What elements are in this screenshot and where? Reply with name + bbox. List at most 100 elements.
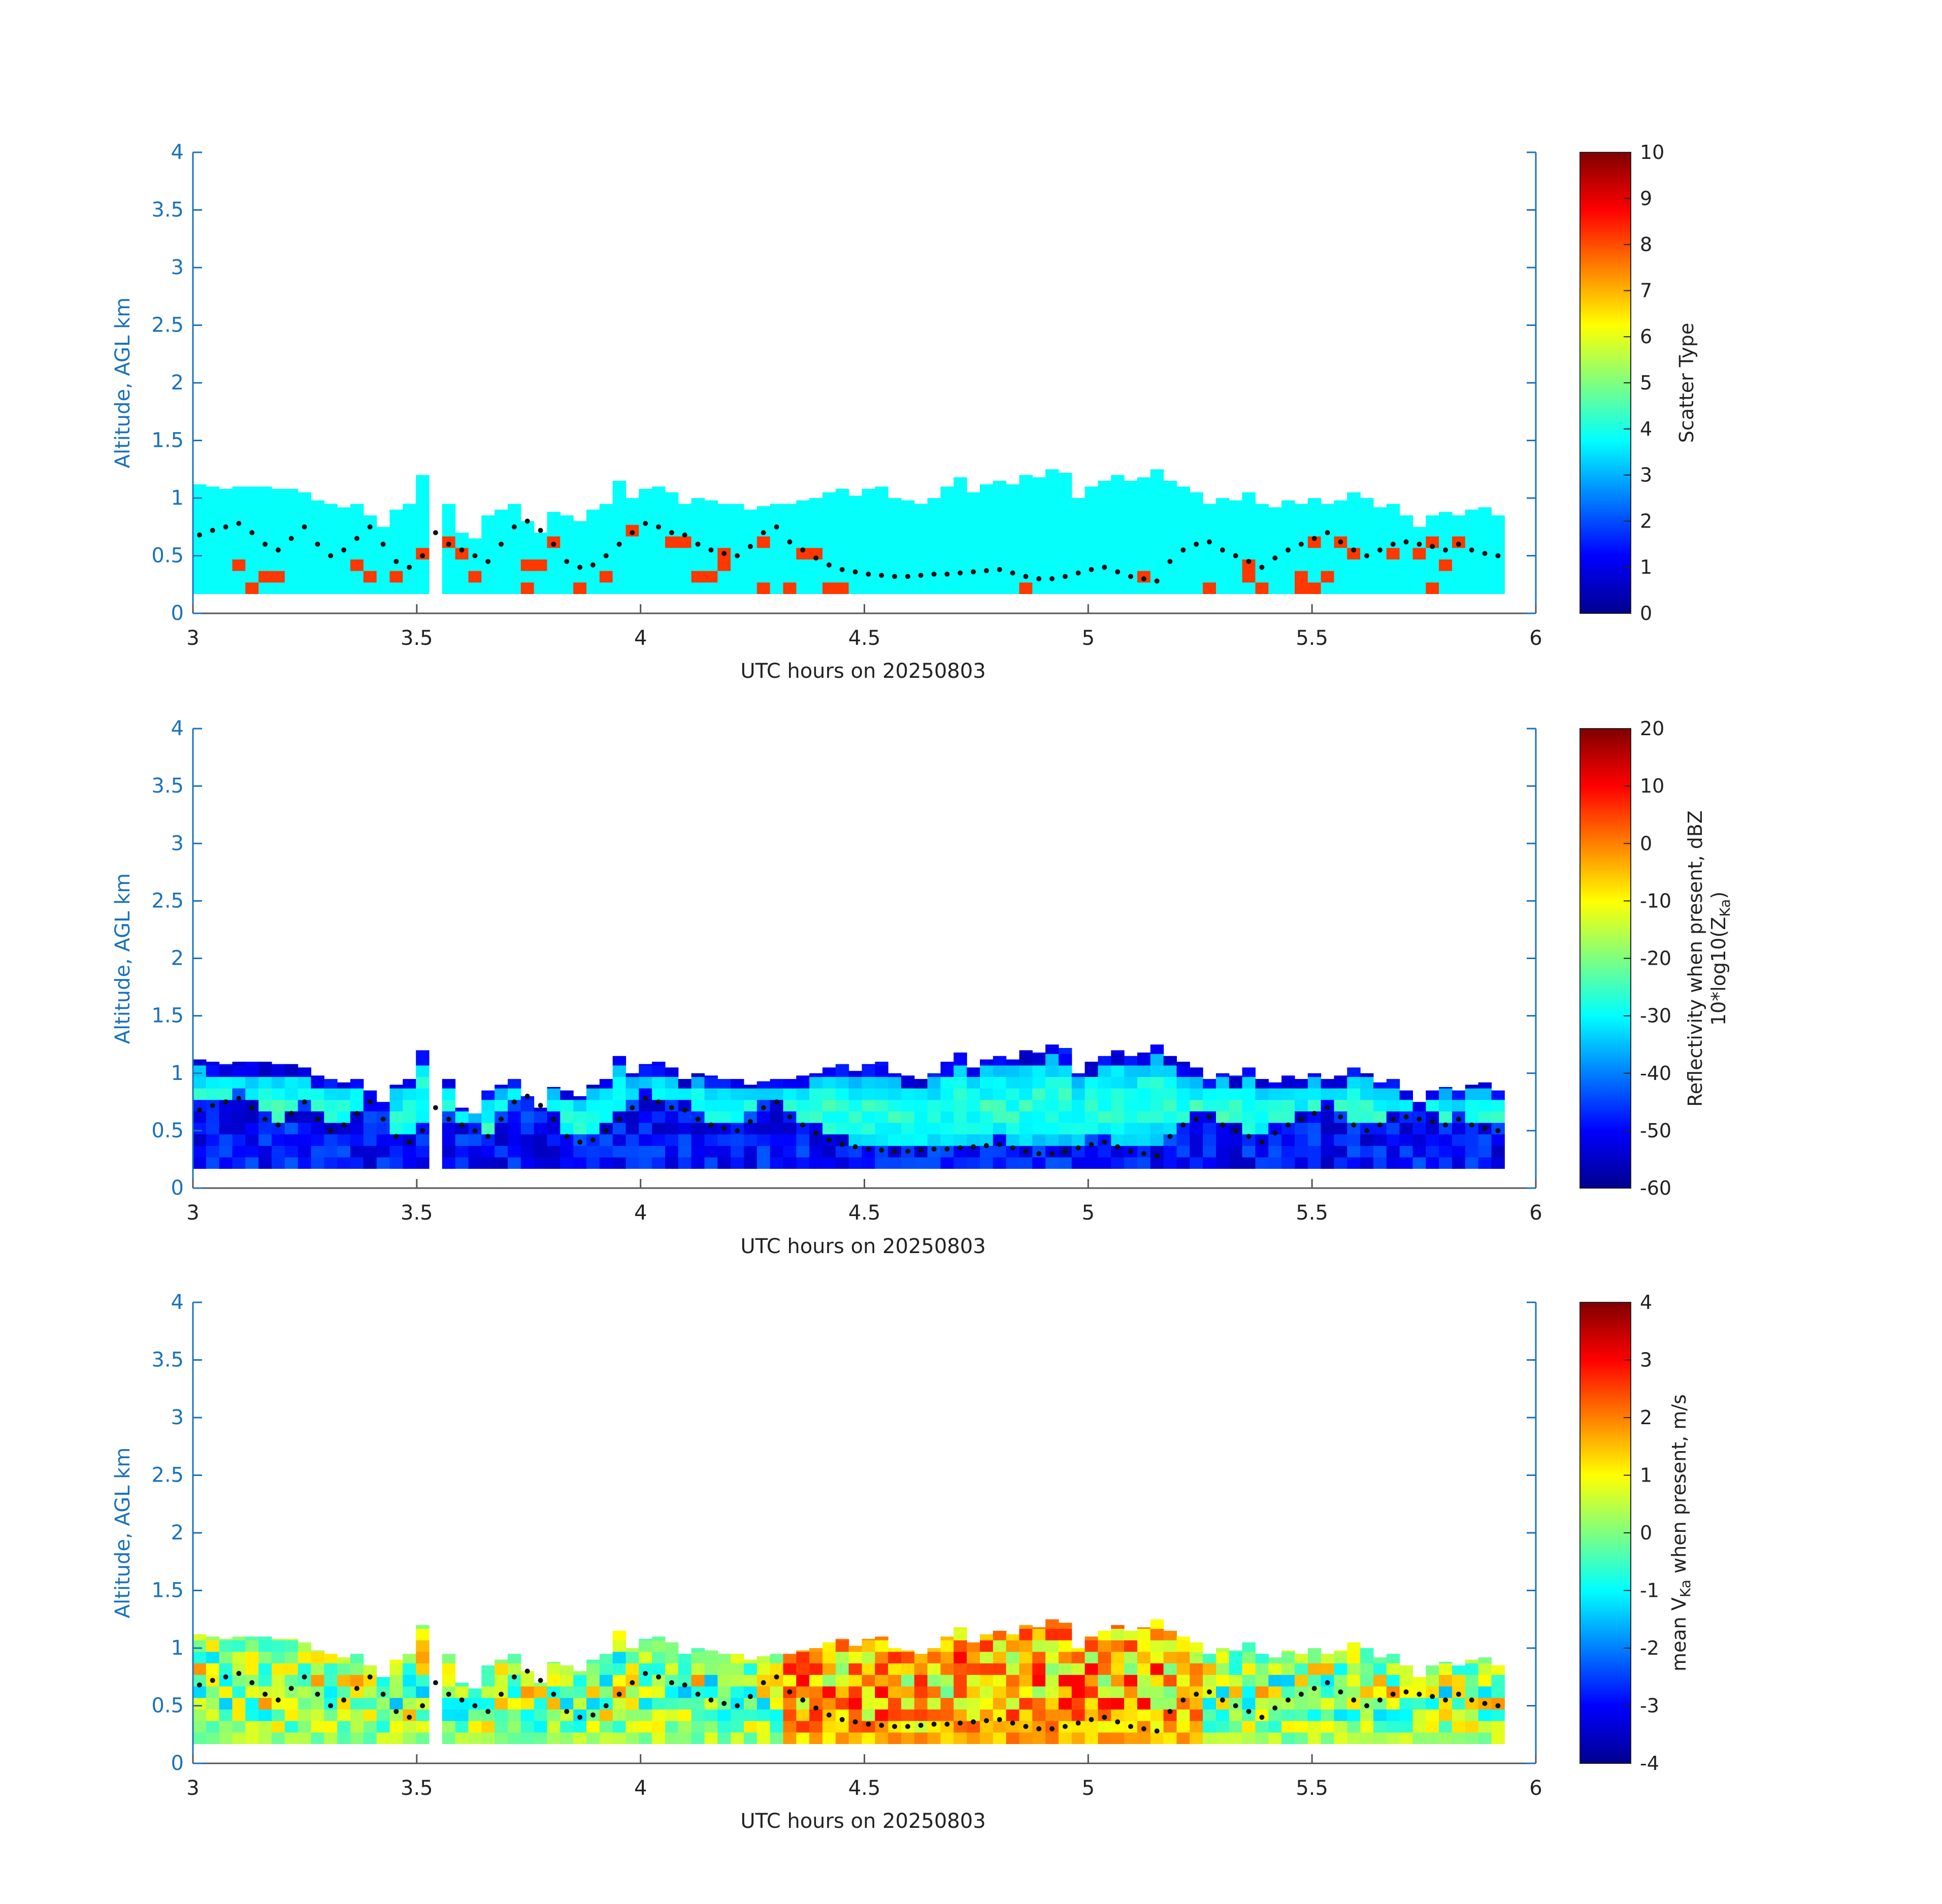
heatmap-cell xyxy=(1006,571,1019,583)
heatmap-cell xyxy=(1399,1157,1413,1169)
heatmap-cell xyxy=(389,1088,403,1100)
cloud-base-dot xyxy=(1390,541,1396,547)
heatmap-cell xyxy=(888,524,902,537)
colorbar-tick-label: -3 xyxy=(1640,1695,1659,1717)
heatmap-cell xyxy=(1137,513,1151,525)
cloud-base-dot xyxy=(931,1146,937,1152)
heatmap-cell xyxy=(1321,1697,1334,1710)
heatmap-cell xyxy=(586,524,600,537)
heatmap-cell xyxy=(1281,1088,1295,1100)
heatmap-cell xyxy=(639,1123,652,1135)
heatmap-cell xyxy=(1203,1697,1216,1710)
heatmap-cell xyxy=(967,501,980,514)
heatmap-cell xyxy=(888,1648,902,1652)
heatmap-cell xyxy=(940,1732,954,1744)
heatmap-cell xyxy=(1373,547,1387,560)
heatmap-cell xyxy=(258,1697,272,1710)
heatmap-cell xyxy=(1071,1697,1085,1710)
heatmap-cell xyxy=(1373,1123,1387,1135)
heatmap-cell xyxy=(612,1709,627,1721)
heatmap-cell xyxy=(980,1686,994,1698)
heatmap-cell xyxy=(1216,1651,1230,1664)
heatmap-cell xyxy=(770,582,783,594)
heatmap-cell xyxy=(324,536,338,548)
heatmap-cell xyxy=(284,1709,299,1721)
heatmap-cell xyxy=(612,1675,627,1687)
heatmap-cell xyxy=(416,478,430,490)
heatmap-cell xyxy=(626,1123,639,1135)
heatmap-cell xyxy=(245,1062,259,1066)
cloud-base-dot xyxy=(603,1128,609,1133)
heatmap-cell xyxy=(612,1640,627,1652)
heatmap-cell xyxy=(1242,1721,1256,1733)
heatmap-cell xyxy=(219,1111,233,1123)
heatmap-cell xyxy=(1203,1079,1216,1089)
heatmap-cell xyxy=(980,1065,994,1077)
heatmap-cell xyxy=(612,1157,627,1169)
heatmap-cell xyxy=(1084,1636,1098,1640)
heatmap-cell xyxy=(1373,1145,1387,1158)
cloud-base-dot xyxy=(249,1680,255,1686)
heatmap-cell xyxy=(770,1709,783,1721)
heatmap-cell xyxy=(481,547,495,560)
heatmap-cell xyxy=(534,547,548,560)
heatmap-cell xyxy=(1059,1709,1072,1721)
heatmap-cell xyxy=(1150,1134,1164,1146)
heatmap-cell xyxy=(284,490,299,502)
heatmap-cell xyxy=(1098,571,1111,583)
heatmap-cell xyxy=(1124,1675,1138,1687)
heatmap-cell xyxy=(1281,1709,1295,1721)
heatmap-cell xyxy=(232,571,246,583)
x-tick-label: 4.5 xyxy=(848,627,881,650)
heatmap-cell xyxy=(1399,1123,1413,1135)
heatmap-cell xyxy=(1137,478,1151,490)
heatmap-cell xyxy=(1203,1709,1216,1721)
heatmap-cell xyxy=(1307,1134,1322,1146)
heatmap-cell xyxy=(809,1111,823,1123)
heatmap-cell xyxy=(1150,524,1164,537)
cloud-base-dot xyxy=(511,1674,517,1680)
heatmap-cell xyxy=(455,547,469,560)
heatmap-cell xyxy=(1334,1134,1347,1146)
cloud-base-dot xyxy=(630,530,635,536)
heatmap-cell xyxy=(258,1663,272,1675)
heatmap-cell xyxy=(1176,1145,1190,1158)
heatmap-cell xyxy=(848,501,862,514)
cloud-base-dot xyxy=(236,520,242,526)
heatmap-cell xyxy=(652,1065,666,1077)
colorbar-tick-label: 3 xyxy=(1640,1349,1652,1371)
heatmap-cell xyxy=(953,547,967,560)
heatmap-cell xyxy=(219,1638,233,1640)
heatmap-cell xyxy=(1295,1157,1308,1169)
heatmap-cell xyxy=(914,1663,928,1675)
heatmap-cell xyxy=(1019,501,1033,514)
heatmap-cell xyxy=(245,501,259,514)
heatmap-cell xyxy=(337,536,351,548)
cloud-base-dot xyxy=(459,1697,465,1703)
heatmap-cell xyxy=(678,1079,692,1089)
heatmap-cell xyxy=(612,524,627,537)
heatmap-cell xyxy=(1176,1675,1190,1687)
heatmap-cell xyxy=(1163,536,1177,548)
heatmap-cell xyxy=(1465,547,1479,560)
heatmap-cell xyxy=(1045,469,1059,479)
heatmap-cell xyxy=(809,1663,823,1675)
heatmap-cell xyxy=(1176,1686,1190,1698)
heatmap-cell xyxy=(1111,1625,1125,1629)
heatmap-cell xyxy=(284,1638,299,1640)
heatmap-cell xyxy=(1465,1099,1479,1111)
heatmap-cell xyxy=(206,1721,220,1733)
cloud-base-dot xyxy=(393,1709,399,1714)
heatmap-cell xyxy=(481,1686,495,1698)
heatmap-cell xyxy=(416,524,430,537)
heatmap-cell xyxy=(1045,513,1059,525)
heatmap-cell xyxy=(599,1134,613,1146)
heatmap-cells xyxy=(193,469,1505,594)
heatmap-cell xyxy=(520,1709,535,1721)
heatmap-cell xyxy=(586,1111,600,1123)
heatmap-cell xyxy=(678,1145,692,1158)
heatmap-cell xyxy=(1006,1663,1019,1675)
heatmap-cell xyxy=(219,1709,233,1721)
heatmap-cell xyxy=(822,1067,836,1077)
cloud-base-dot xyxy=(1469,1697,1474,1703)
